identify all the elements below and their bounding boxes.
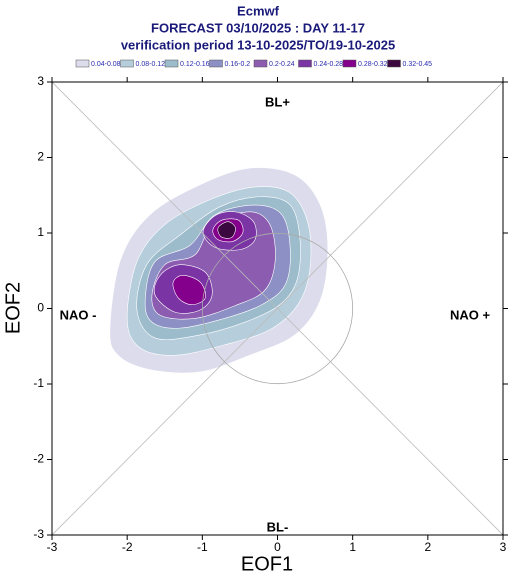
legend-swatch xyxy=(342,59,357,68)
legend-label: 0.08-0.12 xyxy=(136,61,166,68)
legend-label: 0.32-0.45 xyxy=(403,61,433,68)
y-tick-label: 3 xyxy=(37,74,44,88)
legend-swatch xyxy=(209,59,223,68)
chart-subtitle: FORECAST 03/10/2025 : DAY 11-17 xyxy=(151,20,365,35)
x-tick-label: -2 xyxy=(122,540,133,554)
chart-subtitle: verification period 13-10-2025/TO/19-10-… xyxy=(121,37,395,52)
annotation: NAO + xyxy=(450,307,491,322)
legend-swatch xyxy=(120,59,134,68)
unit-circle xyxy=(201,232,354,385)
legend-label: 0.28-0.32 xyxy=(358,61,388,68)
legend-swatch xyxy=(75,59,90,68)
legend-label: 0.12-0.16 xyxy=(180,61,210,68)
plot-area xyxy=(52,82,503,535)
chart-title: Ecmwf xyxy=(237,3,280,18)
y-tick-label: 2 xyxy=(37,150,44,164)
x-tick-label: -1 xyxy=(197,540,208,554)
x-tick-label: 3 xyxy=(500,540,507,554)
y-axis-label: EOF2 xyxy=(2,282,24,334)
annotation: BL+ xyxy=(265,94,290,109)
legend-swatch xyxy=(164,59,179,68)
contour-region xyxy=(172,274,206,306)
contour-region xyxy=(217,221,236,239)
x-tick-label: -3 xyxy=(47,540,58,554)
y-tick-label: -2 xyxy=(33,452,44,466)
x-tick-label: 2 xyxy=(424,540,431,554)
y-tick-label: -3 xyxy=(33,527,44,541)
y-tick-label: -1 xyxy=(33,376,44,390)
x-tick-label: 0 xyxy=(274,540,281,554)
annotation: BL- xyxy=(267,519,289,534)
legend-label: 0.2-0.24 xyxy=(269,61,295,68)
legend-swatch xyxy=(387,59,401,68)
legend-swatch xyxy=(253,59,268,68)
diagonal xyxy=(52,82,503,535)
legend-label: 0.04-0.08 xyxy=(91,61,121,68)
y-tick-label: 1 xyxy=(37,225,44,239)
y-tick-label: 0 xyxy=(37,301,44,315)
x-tick-label: 1 xyxy=(349,540,356,554)
legend-label: 0.24-0.28 xyxy=(314,61,344,68)
legend-swatch xyxy=(298,59,312,68)
annotation: NAO - xyxy=(60,307,97,322)
x-axis-label: EOF1 xyxy=(241,553,293,575)
legend-label: 0.16-0.2 xyxy=(225,61,251,68)
